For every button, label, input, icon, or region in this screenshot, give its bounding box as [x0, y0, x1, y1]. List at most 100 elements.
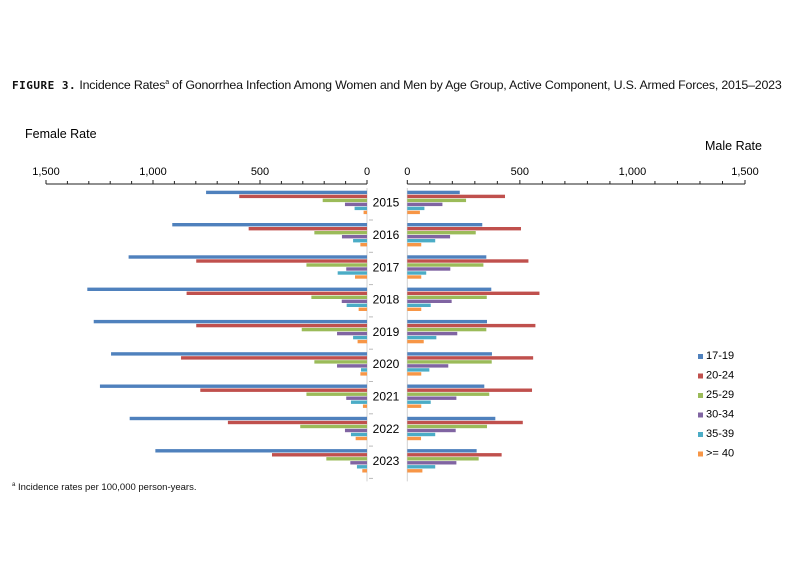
- bar-female-2023-40: [362, 469, 367, 473]
- tick-label: 0: [364, 166, 370, 178]
- bar-male-2019-2024: [407, 323, 536, 328]
- bar-female-2020-40: [360, 372, 367, 376]
- bar-female-2022-2529: [300, 424, 367, 429]
- bar-male-2016-1719: [407, 223, 483, 227]
- bar-male-2018-3034: [407, 299, 452, 303]
- legend-label: 17-19: [706, 350, 734, 362]
- year-label: 2020: [373, 357, 400, 371]
- bar-male-2015-2024: [407, 194, 506, 199]
- legend-swatch: [698, 412, 703, 418]
- bar-male-2023-1719: [407, 449, 477, 453]
- tick-label: 1,000: [619, 166, 647, 178]
- bar-male-2023-3034: [407, 461, 457, 465]
- bar-male-2019-2529: [407, 327, 487, 332]
- bar-female-2016-1719: [172, 223, 367, 227]
- year-label: 2023: [373, 454, 400, 468]
- bar-female-2019-2529: [301, 327, 367, 332]
- title-text: Incidence Rates: [79, 78, 166, 93]
- bar-male-2020-2529: [407, 360, 492, 364]
- bar-male-2019-3034: [407, 331, 458, 336]
- bar-female-2019-40: [357, 339, 367, 344]
- bar-male-2022-2024: [407, 420, 523, 425]
- bar-male-2023-3539: [407, 465, 436, 469]
- bar-male-2019-1719: [407, 319, 487, 324]
- bar-male-2021-2529: [407, 392, 490, 396]
- bar-female-2020-3539: [361, 368, 367, 372]
- title-footnote-marker: a: [165, 79, 169, 86]
- legend-label: >= 40: [706, 448, 734, 460]
- tick-label: 500: [251, 166, 269, 178]
- bar-female-2016-2529: [314, 231, 367, 235]
- figure-title: FIGURE 3. Incidence Ratesa of Gonorrhea …: [12, 75, 792, 93]
- legend-label: 20-24: [706, 370, 734, 382]
- tick-label: 1,000: [139, 166, 167, 178]
- footnote-text: Incidence rates per 100,000 person-years…: [15, 482, 197, 494]
- bar-male-2020-2024: [407, 356, 534, 360]
- bar-male-2017-3034: [407, 267, 451, 271]
- bar-female-2020-1719: [111, 352, 367, 356]
- bar-male-2017-1719: [407, 255, 487, 259]
- bar-male-2021-3034: [407, 396, 457, 400]
- bar-female-2019-1719: [93, 319, 368, 324]
- bar-male-2016-40: [407, 243, 422, 247]
- bar-male-2023-40: [407, 469, 423, 473]
- bar-female-2022-1719: [129, 416, 367, 421]
- legend-swatch: [698, 373, 703, 379]
- bar-male-2016-2529: [407, 231, 476, 235]
- bar-female-2022-40: [355, 436, 367, 441]
- bar-female-2018-2529: [311, 295, 367, 299]
- bar-male-2018-2529: [407, 295, 487, 299]
- bar-female-2015-40: [363, 210, 367, 215]
- bar-male-2022-2529: [407, 424, 487, 429]
- bar-female-2020-3034: [337, 364, 367, 368]
- bar-female-2017-3034: [346, 267, 367, 271]
- bar-male-2015-3034: [407, 202, 443, 207]
- bar-male-2017-2529: [407, 263, 484, 267]
- bar-female-2018-2024: [186, 291, 367, 295]
- tick-label: 0: [404, 166, 410, 178]
- bar-male-2023-2529: [407, 457, 479, 461]
- legend-swatch: [698, 451, 703, 457]
- legend-label: 30-34: [706, 409, 734, 421]
- figure-number: FIGURE 3.: [12, 79, 77, 93]
- legend-swatch: [698, 354, 703, 359]
- year-label: 2021: [373, 390, 400, 404]
- bar-female-2018-3539: [346, 303, 367, 307]
- bar-male-2019-3539: [407, 335, 437, 340]
- bar-male-2016-2024: [407, 227, 521, 231]
- legend-label: 35-39: [706, 428, 734, 440]
- bar-male-2021-2024: [407, 388, 533, 392]
- bar-female-2015-3034: [344, 202, 367, 207]
- bar-female-2019-2024: [196, 323, 367, 328]
- bar-female-2017-3539: [337, 271, 367, 275]
- bar-female-2020-2024: [181, 356, 367, 360]
- tick-label: 500: [511, 166, 529, 178]
- year-label: 2016: [373, 228, 400, 242]
- bar-female-2022-3034: [344, 428, 367, 433]
- bar-male-2022-40: [407, 436, 422, 441]
- bar-male-2017-40: [407, 275, 422, 279]
- legend-swatch: [698, 432, 703, 437]
- bar-female-2016-40: [360, 243, 367, 247]
- bar-female-2018-40: [358, 307, 367, 311]
- bar-female-2019-3034: [337, 331, 367, 336]
- bar-male-2020-3539: [407, 368, 430, 372]
- bar-female-2017-2024: [196, 259, 367, 263]
- bar-male-2018-2024: [407, 291, 540, 295]
- bar-female-2016-3034: [341, 235, 367, 239]
- bar-female-2021-2024: [200, 388, 367, 392]
- bar-female-2015-3539: [354, 206, 367, 211]
- year-label: 2019: [373, 325, 400, 339]
- bar-male-2021-1719: [407, 384, 485, 388]
- bar-female-2023-3034: [350, 461, 367, 465]
- bar-female-2020-2529: [314, 360, 367, 364]
- bar-female-2023-2024: [271, 453, 367, 457]
- bar-female-2017-2529: [306, 263, 367, 267]
- bar-male-2022-1719: [407, 416, 496, 421]
- legend-label: 25-29: [706, 389, 734, 401]
- bar-female-2021-3539: [350, 400, 367, 404]
- footnote: a Incidence rates per 100,000 person-yea…: [12, 482, 196, 493]
- bar-female-2015-1719: [206, 190, 367, 195]
- bar-male-2015-40: [407, 210, 420, 215]
